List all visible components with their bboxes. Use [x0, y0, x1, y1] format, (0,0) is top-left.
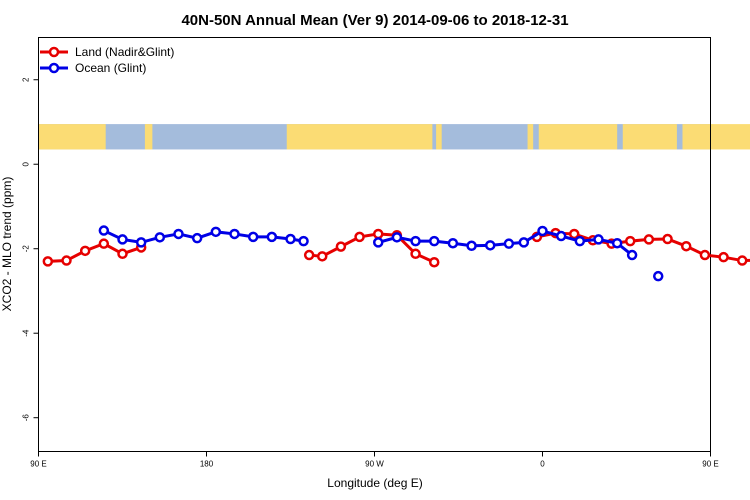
data-point — [391, 232, 403, 243]
data-point — [79, 245, 91, 257]
axis-ticks: 90 E 180 90 W 0 90 E 2 0 -2 -4 -6 — [22, 77, 719, 469]
map-land — [538, 124, 618, 150]
y-tick-label: 0 — [22, 161, 31, 166]
x-tick-label: 90 W — [365, 460, 384, 469]
data-point — [372, 228, 384, 240]
x-tick-label: 0 — [540, 460, 545, 469]
data-point — [98, 225, 110, 236]
data-point — [568, 228, 580, 240]
map-land — [527, 124, 534, 150]
data-point — [611, 237, 623, 249]
data-point — [574, 235, 586, 247]
data-point — [680, 240, 692, 252]
data-point — [117, 234, 128, 245]
data-point — [191, 232, 203, 244]
data-point — [428, 256, 440, 268]
data-point — [626, 249, 638, 261]
data-point — [372, 237, 384, 248]
data-point — [98, 238, 110, 249]
x-tick-label: 90 E — [30, 460, 46, 469]
map-land — [38, 124, 106, 150]
data-point — [410, 235, 421, 247]
series-ocean — [98, 225, 664, 282]
map-land — [622, 124, 677, 150]
y-tick-label: -4 — [22, 329, 31, 337]
data-point — [718, 251, 729, 263]
data-point — [662, 233, 673, 245]
data-point — [555, 230, 567, 242]
data-point — [643, 234, 655, 245]
data-point — [652, 270, 664, 282]
data-point — [518, 237, 530, 248]
legend: Land (Nadir&Glint) Ocean (Glint) — [40, 45, 174, 75]
series-layer — [42, 225, 750, 282]
y-tick-label: -6 — [22, 414, 31, 422]
data-point — [117, 248, 128, 260]
data-point — [410, 248, 421, 260]
data-point — [266, 231, 278, 243]
data-point — [285, 233, 296, 245]
data-point — [173, 228, 184, 240]
data-point — [61, 255, 72, 266]
data-point — [42, 256, 54, 267]
data-point — [537, 225, 548, 237]
x-tick-label: 180 — [200, 460, 214, 469]
map-land — [286, 124, 433, 150]
data-point — [428, 235, 440, 247]
data-point — [466, 240, 477, 252]
y-tick-label: 2 — [22, 77, 31, 82]
map-land — [436, 124, 442, 150]
legend-land-marker — [48, 46, 60, 58]
data-point — [298, 235, 309, 247]
x-tick-label: 90 E — [702, 460, 718, 469]
data-point — [335, 241, 347, 252]
map-land — [144, 124, 153, 150]
data-point — [247, 231, 259, 243]
data-point — [447, 237, 459, 249]
x-axis-label: Longitude (deg E) — [327, 476, 422, 490]
legend-land-label: Land (Nadir&Glint) — [75, 45, 174, 59]
data-point — [699, 249, 711, 261]
data-point — [210, 226, 222, 238]
data-point — [303, 249, 315, 261]
data-point — [154, 232, 166, 243]
legend-ocean-label: Ocean (Glint) — [75, 61, 146, 75]
data-point — [484, 240, 496, 251]
data-point — [229, 228, 240, 240]
map-land — [682, 124, 750, 150]
data-point — [503, 238, 515, 249]
y-tick-label: -2 — [22, 245, 31, 253]
data-point — [736, 255, 748, 266]
data-point — [135, 237, 147, 248]
data-point — [354, 231, 365, 243]
legend-ocean-marker — [48, 62, 60, 74]
data-point — [624, 235, 636, 247]
series-land — [42, 227, 750, 268]
data-point — [316, 251, 328, 262]
world-map-strip — [38, 124, 750, 150]
y-axis-label: XCO2 - MLO trend (ppm) — [0, 177, 14, 312]
chart-title: 40N-50N Annual Mean (Ver 9) 2014-09-06 t… — [181, 12, 568, 29]
data-point — [593, 234, 604, 245]
